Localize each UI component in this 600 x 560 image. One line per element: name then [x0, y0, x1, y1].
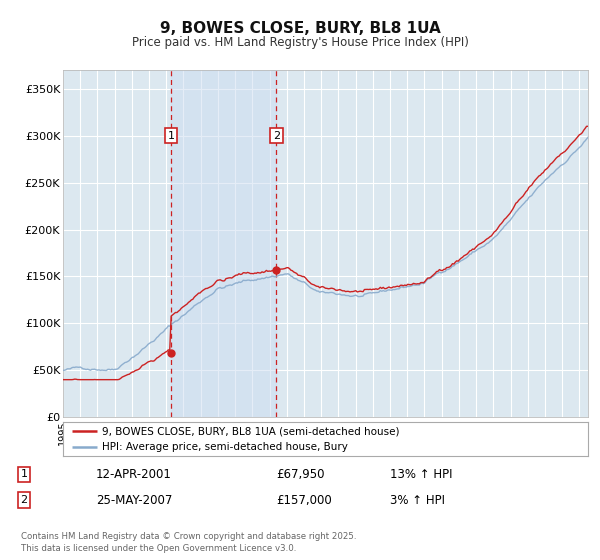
Text: Contains HM Land Registry data © Crown copyright and database right 2025.
This d: Contains HM Land Registry data © Crown c… [21, 532, 356, 553]
Bar [171, 70, 276, 417]
Text: HPI: Average price, semi-detached house, Bury: HPI: Average price, semi-detached house,… [103, 442, 348, 452]
Text: 3% ↑ HPI: 3% ↑ HPI [390, 494, 445, 507]
Text: 13% ↑ HPI: 13% ↑ HPI [390, 468, 452, 481]
Text: 1: 1 [20, 469, 28, 479]
Text: Price paid vs. HM Land Registry's House Price Index (HPI): Price paid vs. HM Land Registry's House … [131, 36, 469, 49]
Text: 25-MAY-2007: 25-MAY-2007 [96, 494, 172, 507]
Text: 9, BOWES CLOSE, BURY, BL8 1UA (semi-detached house): 9, BOWES CLOSE, BURY, BL8 1UA (semi-deta… [103, 426, 400, 436]
Text: £67,950: £67,950 [276, 468, 325, 481]
Text: 12-APR-2001: 12-APR-2001 [96, 468, 172, 481]
Text: 2: 2 [20, 495, 28, 505]
Text: 2: 2 [273, 130, 280, 141]
Text: 9, BOWES CLOSE, BURY, BL8 1UA: 9, BOWES CLOSE, BURY, BL8 1UA [160, 21, 440, 36]
Text: 1: 1 [167, 130, 175, 141]
Text: £157,000: £157,000 [276, 494, 332, 507]
